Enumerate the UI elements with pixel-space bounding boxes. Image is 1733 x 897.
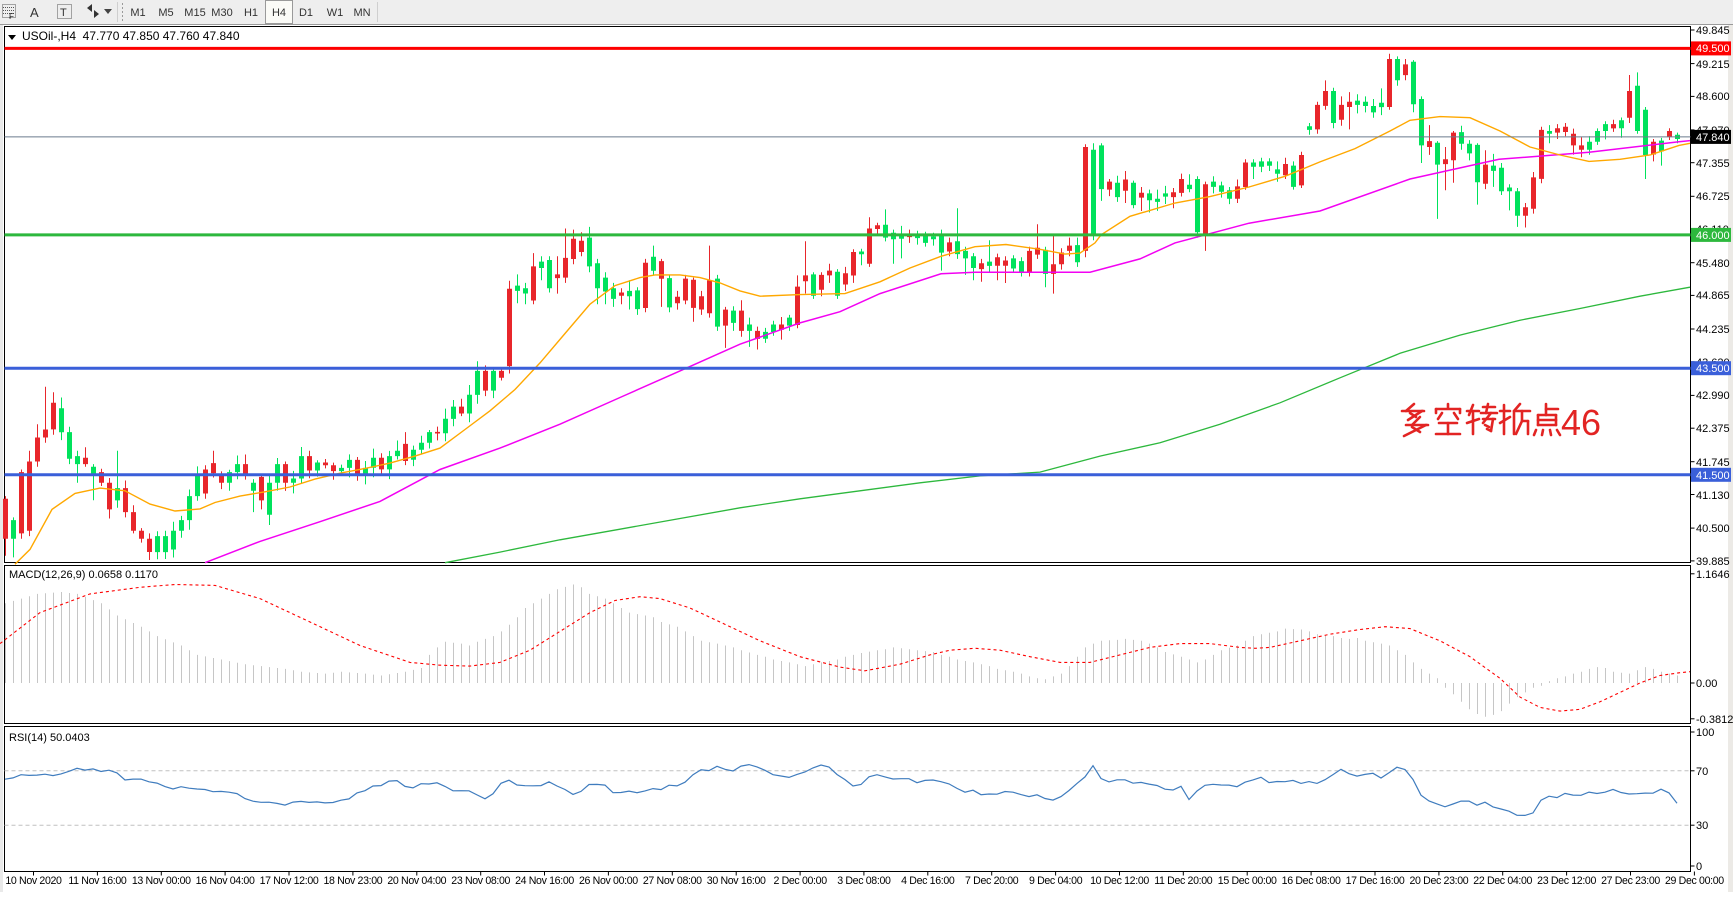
svg-text:20 Dec 23:00: 20 Dec 23:00	[1409, 875, 1468, 887]
svg-text:17 Dec 16:00: 17 Dec 16:00	[1346, 875, 1405, 887]
svg-text:40.500: 40.500	[1696, 523, 1730, 535]
svg-text:24 Nov 16:00: 24 Nov 16:00	[515, 875, 574, 887]
svg-text:16 Dec 08:00: 16 Dec 08:00	[1282, 875, 1341, 887]
svg-text:1.1646: 1.1646	[1696, 569, 1730, 581]
svg-text:42.375: 42.375	[1696, 423, 1730, 435]
svg-text:27 Dec 23:00: 27 Dec 23:00	[1601, 875, 1660, 887]
svg-text:48.600: 48.600	[1696, 91, 1730, 103]
svg-text:70: 70	[1696, 766, 1708, 778]
svg-text:30: 30	[1696, 820, 1708, 832]
svg-text:0.00: 0.00	[1696, 678, 1717, 690]
svg-text:10 Nov 2020: 10 Nov 2020	[5, 875, 62, 887]
svg-text:H1: H1	[244, 7, 258, 19]
svg-text:45.480: 45.480	[1696, 258, 1730, 270]
svg-text:M5: M5	[158, 7, 173, 19]
svg-text:26 Nov 00:00: 26 Nov 00:00	[579, 875, 638, 887]
svg-text:49.845: 49.845	[1696, 25, 1730, 37]
svg-text:-0.3812: -0.3812	[1696, 714, 1733, 726]
svg-text:27 Nov 08:00: 27 Nov 08:00	[643, 875, 702, 887]
svg-text:M30: M30	[211, 7, 232, 19]
svg-text:47.355: 47.355	[1696, 158, 1730, 170]
svg-text:46.000: 46.000	[1696, 230, 1730, 242]
svg-text:41.500: 41.500	[1696, 470, 1730, 482]
svg-text:18 Nov 23:00: 18 Nov 23:00	[323, 875, 382, 887]
svg-text:3 Dec 08:00: 3 Dec 08:00	[837, 875, 891, 887]
svg-text:44.865: 44.865	[1696, 290, 1730, 302]
svg-text:20 Nov 04:00: 20 Nov 04:00	[387, 875, 446, 887]
svg-text:29 Dec 00:00: 29 Dec 00:00	[1665, 875, 1724, 887]
svg-text:23 Dec 12:00: 23 Dec 12:00	[1537, 875, 1596, 887]
svg-text:A: A	[30, 5, 39, 20]
svg-text:41.130: 41.130	[1696, 490, 1730, 502]
svg-text:W1: W1	[327, 7, 344, 19]
svg-text:M1: M1	[130, 7, 145, 19]
svg-text:49.500: 49.500	[1696, 43, 1730, 55]
svg-text:H4: H4	[272, 7, 286, 19]
svg-text:44.235: 44.235	[1696, 324, 1730, 336]
svg-text:47.840: 47.840	[1696, 132, 1730, 144]
svg-text:16 Nov 04:00: 16 Nov 04:00	[196, 875, 255, 887]
svg-text:10 Dec 12:00: 10 Dec 12:00	[1090, 875, 1149, 887]
svg-text:17 Nov 12:00: 17 Nov 12:00	[260, 875, 319, 887]
svg-text:49.215: 49.215	[1696, 59, 1730, 71]
svg-text:100: 100	[1696, 727, 1714, 739]
svg-text:13 Nov 00:00: 13 Nov 00:00	[132, 875, 191, 887]
svg-text:D1: D1	[299, 7, 313, 19]
svg-text:M15: M15	[184, 7, 205, 19]
svg-text:9 Dec 04:00: 9 Dec 04:00	[1029, 875, 1083, 887]
svg-text:USOil-,H4 47.770 47.850 47.76: USOil-,H4 47.770 47.850 47.760 47.840	[22, 29, 240, 43]
svg-text:2 Dec 00:00: 2 Dec 00:00	[773, 875, 827, 887]
svg-text:39.885: 39.885	[1696, 556, 1730, 568]
svg-text:MN: MN	[353, 7, 370, 19]
svg-text:RSI(14) 50.0403: RSI(14) 50.0403	[9, 732, 90, 744]
svg-text:MACD(12,26,9) 0.0658 0.1170: MACD(12,26,9) 0.0658 0.1170	[9, 569, 158, 581]
svg-text:43.500: 43.500	[1696, 363, 1730, 375]
svg-text:46.725: 46.725	[1696, 191, 1730, 203]
svg-text:30 Nov 16:00: 30 Nov 16:00	[707, 875, 766, 887]
svg-text:23 Nov 08:00: 23 Nov 08:00	[451, 875, 510, 887]
svg-text:0: 0	[1696, 861, 1702, 873]
svg-text:22 Dec 04:00: 22 Dec 04:00	[1473, 875, 1532, 887]
svg-text:41.745: 41.745	[1696, 457, 1730, 469]
svg-text:15 Dec 00:00: 15 Dec 00:00	[1218, 875, 1277, 887]
svg-text:7 Dec 20:00: 7 Dec 20:00	[965, 875, 1019, 887]
svg-text:11 Nov 16:00: 11 Nov 16:00	[68, 875, 126, 887]
svg-text:11 Dec 20:00: 11 Dec 20:00	[1154, 875, 1212, 887]
svg-text:T: T	[60, 7, 67, 19]
svg-text:F: F	[9, 12, 14, 21]
svg-text:42.990: 42.990	[1696, 390, 1730, 402]
svg-text:4 Dec 16:00: 4 Dec 16:00	[901, 875, 955, 887]
svg-text:46: 46	[1561, 402, 1601, 443]
